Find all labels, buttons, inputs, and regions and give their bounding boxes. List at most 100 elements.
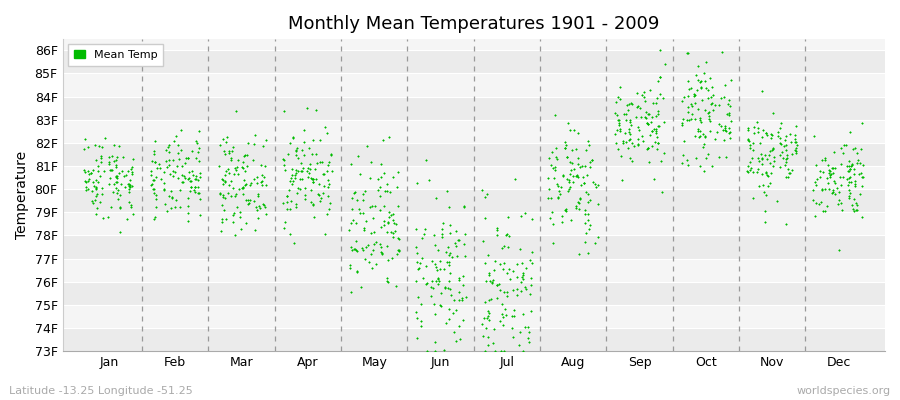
Point <box>688 116 703 122</box>
Point <box>842 194 856 201</box>
Point <box>545 221 560 228</box>
Point <box>246 157 260 163</box>
Point <box>241 196 256 203</box>
Point <box>561 119 575 126</box>
Point <box>409 243 423 250</box>
Point <box>741 163 755 169</box>
Point <box>226 144 240 151</box>
Point <box>580 250 595 256</box>
Point <box>351 153 365 160</box>
Point <box>107 142 122 148</box>
Point <box>712 121 726 128</box>
Point <box>428 339 442 345</box>
Point <box>148 174 163 180</box>
Point <box>754 87 769 94</box>
Point <box>506 287 520 293</box>
Point <box>763 148 778 154</box>
Point <box>86 182 101 189</box>
Point <box>76 167 91 173</box>
Point <box>381 257 395 264</box>
Point <box>374 174 388 180</box>
Point <box>382 219 396 226</box>
Point <box>630 136 644 142</box>
Point <box>291 155 305 161</box>
Point <box>386 210 400 217</box>
Point <box>825 189 840 196</box>
Point <box>755 134 770 140</box>
Point <box>556 172 571 178</box>
Point <box>482 272 496 278</box>
Point <box>485 277 500 284</box>
Point <box>588 240 602 246</box>
Point <box>307 214 321 220</box>
Point <box>276 200 291 206</box>
Point <box>703 75 717 82</box>
Point <box>348 238 363 244</box>
Point <box>615 177 629 184</box>
Point <box>517 276 531 282</box>
Point <box>651 123 665 129</box>
Point <box>77 136 92 142</box>
Point <box>689 87 704 93</box>
Point <box>382 209 397 215</box>
Point <box>441 244 455 251</box>
Point <box>182 175 196 181</box>
Point <box>188 176 202 182</box>
Point <box>278 167 293 173</box>
Point <box>410 249 424 256</box>
Point <box>89 186 104 192</box>
Point <box>146 185 160 192</box>
Point <box>374 224 388 230</box>
Point <box>642 110 656 117</box>
Point <box>391 169 405 176</box>
Point <box>842 167 856 174</box>
Point <box>298 185 312 192</box>
Point <box>374 161 388 168</box>
Point <box>774 120 788 126</box>
Point <box>609 98 624 105</box>
Point <box>414 301 428 307</box>
Point <box>384 255 399 261</box>
Point <box>216 177 230 184</box>
Point <box>498 306 512 313</box>
Point <box>312 137 327 143</box>
Point <box>567 166 581 172</box>
Point <box>175 162 189 169</box>
Point <box>688 155 703 161</box>
Y-axis label: Temperature: Temperature <box>15 151 29 239</box>
Point <box>716 49 730 55</box>
Point <box>843 178 858 185</box>
Point <box>692 79 706 85</box>
Point <box>436 220 450 226</box>
Point <box>122 188 137 195</box>
Point <box>815 208 830 214</box>
Point <box>193 212 207 218</box>
Point <box>317 171 331 178</box>
Point <box>777 143 791 150</box>
Point <box>159 147 174 153</box>
Point <box>779 156 794 162</box>
Point <box>687 90 701 97</box>
Point <box>578 162 592 169</box>
Point <box>91 163 105 170</box>
Point <box>238 152 252 158</box>
Point <box>702 116 716 122</box>
Point <box>213 190 228 196</box>
Point <box>576 174 590 180</box>
Point <box>723 135 737 141</box>
Point <box>119 172 133 178</box>
Point <box>226 212 240 218</box>
Point <box>558 145 572 151</box>
Point <box>302 170 317 176</box>
Point <box>612 122 626 128</box>
Point <box>570 172 584 178</box>
Point <box>820 174 834 181</box>
Point <box>522 329 536 336</box>
Point <box>126 210 140 217</box>
Point <box>741 125 755 132</box>
Point <box>681 117 696 123</box>
Point <box>652 74 667 80</box>
Point <box>751 129 765 136</box>
Point <box>109 184 123 191</box>
Point <box>571 130 585 136</box>
